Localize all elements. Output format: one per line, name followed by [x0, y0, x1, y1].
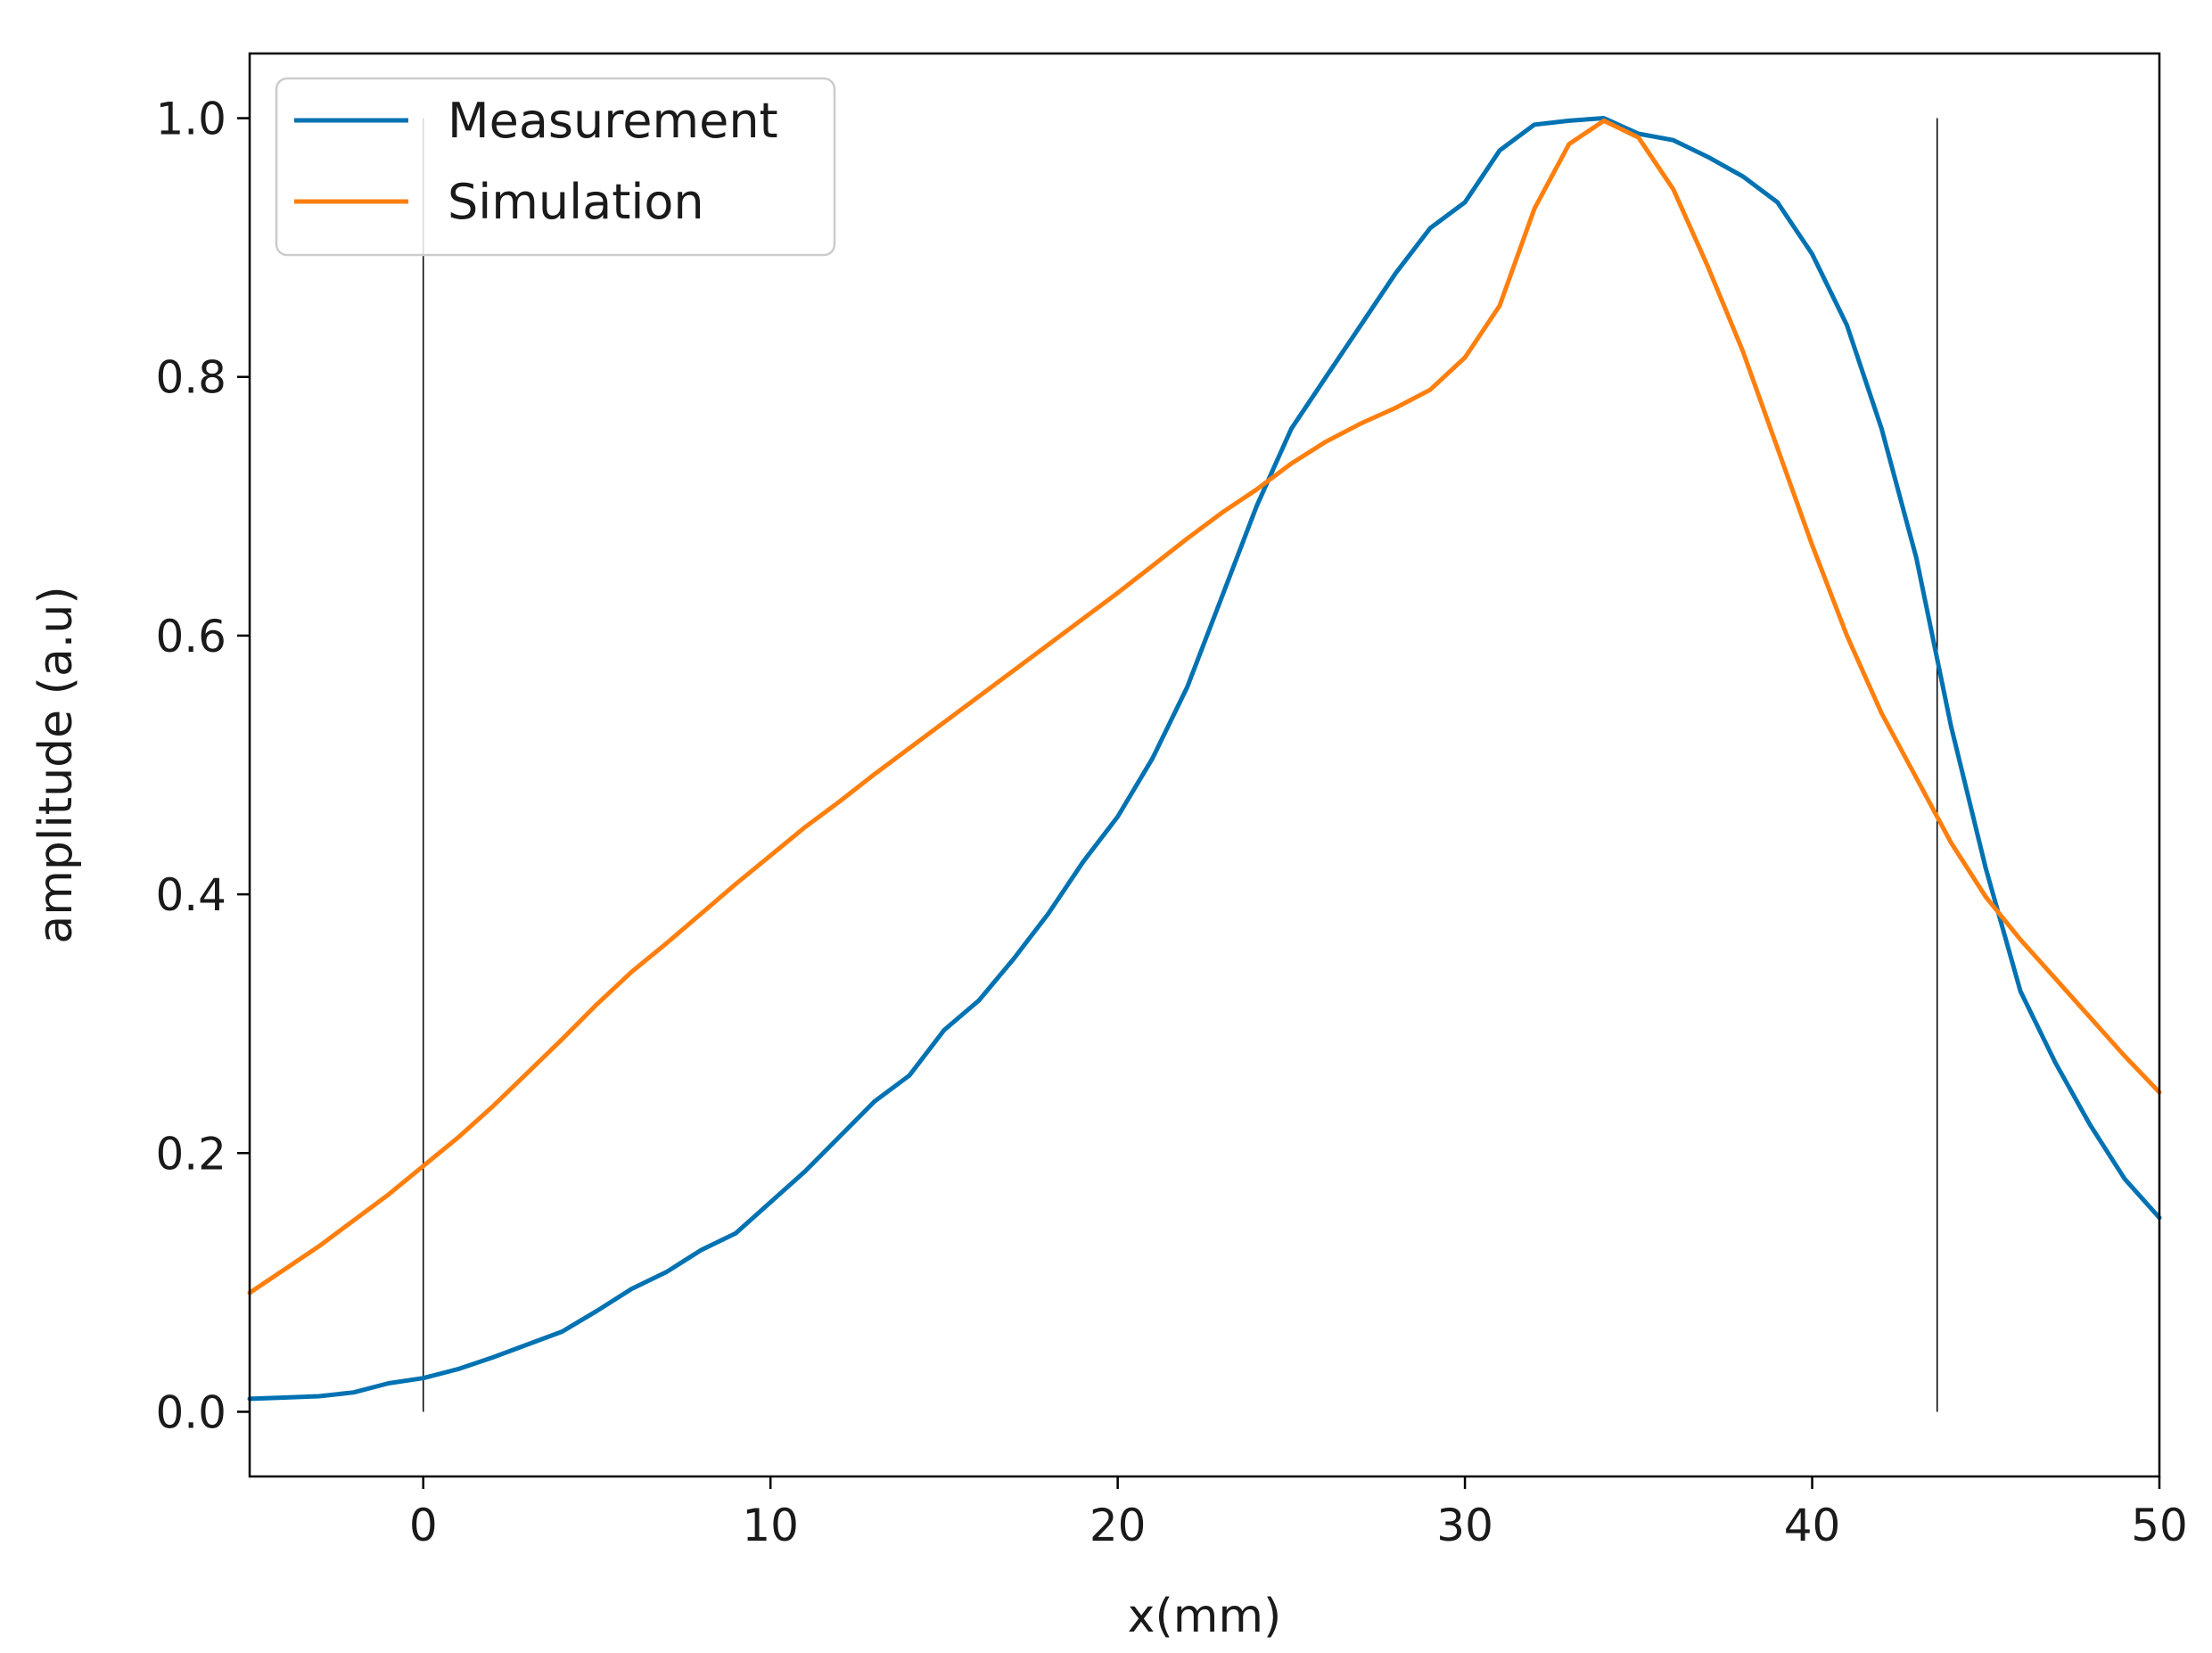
series-line-simulation — [247, 118, 2162, 1295]
legend-label-simulation: Simulation — [448, 174, 704, 230]
x-tick-label: 40 — [1784, 1500, 1841, 1551]
x-axis: 0 10 20 30 40 50 — [409, 1476, 2188, 1551]
y-axis-label: amplitude (a.u) — [29, 586, 83, 943]
y-axis: 0.0 0.2 0.4 0.6 0.8 1.0 — [155, 94, 250, 1438]
plot-area — [250, 53, 2159, 1476]
series-layer — [247, 116, 2162, 1402]
legend-box — [275, 77, 836, 257]
plot-frame — [248, 52, 2161, 1478]
x-tick-label: 20 — [1090, 1500, 1147, 1551]
reference-lines — [422, 118, 1938, 1412]
y-tick-label: 0.2 — [155, 1128, 226, 1180]
x-tick-label: 50 — [2131, 1500, 2188, 1551]
y-tick-label: 0.6 — [155, 611, 226, 662]
y-tick-label: 1.0 — [155, 94, 226, 145]
y-tick-label: 0.4 — [155, 869, 226, 921]
y-tick-label: 0.0 — [155, 1386, 226, 1438]
legend: Measurement Simulation — [275, 77, 836, 257]
x-axis-label: x(mm) — [1128, 1590, 1282, 1643]
x-tick-label: 30 — [1436, 1500, 1493, 1551]
y-tick-label: 0.8 — [155, 352, 226, 404]
series-line-measurement — [247, 116, 2162, 1402]
x-tick-label: 10 — [742, 1500, 799, 1551]
legend-label-measurement: Measurement — [448, 93, 778, 149]
x-tick-label: 0 — [409, 1500, 438, 1551]
